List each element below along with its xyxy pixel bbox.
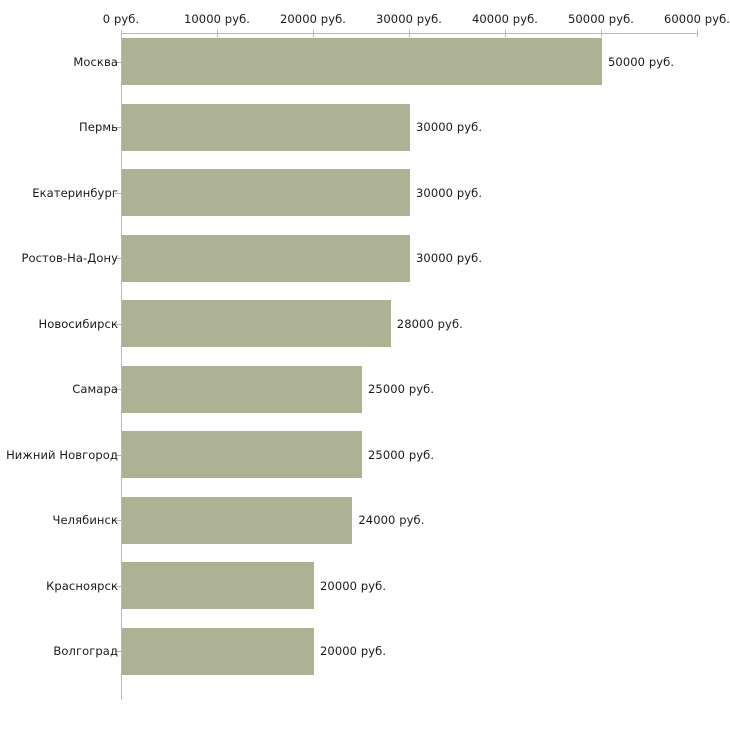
x-axis-tick	[313, 30, 314, 37]
category-label: Волгоград	[53, 644, 118, 658]
bar	[122, 431, 362, 478]
category-label: Нижний Новгород	[6, 447, 118, 462]
bar	[122, 38, 602, 85]
x-axis-tick	[217, 30, 218, 37]
x-axis-tick-label: 0 руб.	[102, 12, 140, 26]
bar-value-label: 28000 руб.	[396, 316, 463, 331]
y-axis-tick	[115, 324, 121, 325]
x-axis-tick-label: 20000 руб.	[279, 12, 347, 26]
bar-value-label: 25000 руб.	[368, 447, 435, 462]
category-label: Челябинск	[52, 513, 118, 527]
bar-value-label: 50000 руб.	[608, 54, 675, 69]
bar	[122, 103, 410, 151]
bar	[122, 496, 353, 544]
y-axis-tick	[115, 651, 121, 652]
category-label: Ростов-На-Дону	[21, 251, 118, 265]
x-axis-tick-label: 40000 руб.	[471, 12, 539, 26]
x-axis-tick	[409, 30, 410, 37]
bar-value-label: 30000 руб.	[416, 185, 483, 200]
x-axis-tick-label: 50000 руб.	[567, 12, 635, 26]
bar-value-label: 30000 руб.	[416, 251, 483, 265]
x-axis-tick-label: 10000 руб.	[183, 12, 251, 26]
bar-value-label: 30000 руб.	[416, 120, 483, 134]
x-axis-tick-label: 60000 руб.	[663, 12, 730, 26]
category-label: Новосибирск	[38, 316, 118, 331]
category-label: Самара	[72, 382, 118, 396]
y-axis-tick	[115, 586, 121, 587]
y-axis-tick	[115, 389, 121, 390]
x-axis-tick-label: 30000 руб.	[375, 12, 443, 26]
bar	[122, 234, 410, 282]
bar-value-label: 24000 руб.	[358, 513, 425, 527]
x-axis-tick	[121, 30, 122, 37]
category-label: Екатеринбург	[32, 185, 118, 200]
y-axis-tick	[115, 520, 121, 521]
bar-value-label: 20000 руб.	[320, 644, 387, 658]
y-axis-tick	[115, 193, 121, 194]
y-axis-tick	[115, 62, 121, 63]
y-axis-tick	[115, 258, 121, 259]
x-axis-tick	[505, 30, 506, 37]
bar	[122, 169, 410, 216]
bar-value-label: 20000 руб.	[320, 578, 387, 593]
category-label: Красноярск	[46, 578, 118, 593]
bar	[122, 627, 314, 675]
category-label: Москва	[73, 54, 118, 69]
x-axis-tick	[601, 30, 602, 37]
bar	[122, 365, 362, 413]
y-axis-tick	[115, 455, 121, 456]
category-label: Пермь	[79, 120, 118, 134]
x-axis-tick	[697, 30, 698, 37]
bar-value-label: 25000 руб.	[368, 382, 435, 396]
y-axis-tick	[115, 127, 121, 128]
bar	[122, 300, 391, 347]
y-axis-line	[121, 33, 122, 700]
bar	[122, 562, 314, 609]
